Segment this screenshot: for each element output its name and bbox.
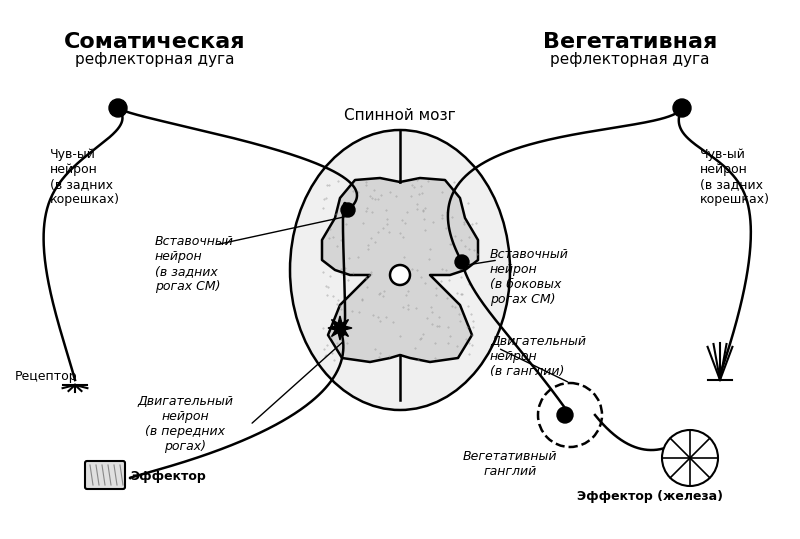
Polygon shape	[328, 316, 352, 340]
Text: Соматическая: Соматическая	[64, 32, 246, 52]
Text: Чув-ый
нейрон
(в задних
корешках): Чув-ый нейрон (в задних корешках)	[700, 148, 770, 206]
Text: Рецептор: Рецептор	[15, 370, 78, 383]
Circle shape	[390, 265, 410, 285]
Circle shape	[341, 203, 355, 217]
Text: Эффектор (железа): Эффектор (железа)	[577, 490, 723, 503]
Text: Вставочный
нейрон
(в боковых
рогах СМ): Вставочный нейрон (в боковых рогах СМ)	[490, 248, 569, 306]
Text: Вегетативная: Вегетативная	[543, 32, 717, 52]
Circle shape	[662, 430, 718, 486]
Text: рефлекторная дуга: рефлекторная дуга	[550, 52, 710, 67]
Polygon shape	[322, 178, 478, 362]
Text: Двигательный
нейрон
(в передних
рогах): Двигательный нейрон (в передних рогах)	[137, 395, 233, 453]
Text: Эффектор: Эффектор	[130, 470, 206, 483]
Text: Вставочный
нейрон
(в задних
рогах СМ): Вставочный нейрон (в задних рогах СМ)	[155, 235, 234, 293]
Text: Вегетативный
ганглий: Вегетативный ганглий	[462, 450, 558, 478]
Ellipse shape	[290, 130, 510, 410]
FancyBboxPatch shape	[85, 461, 125, 489]
Circle shape	[557, 407, 573, 423]
Text: Спинной мозг: Спинной мозг	[344, 108, 456, 123]
Text: Чув-ый
нейрон
(в задних
корешках): Чув-ый нейрон (в задних корешках)	[50, 148, 120, 206]
Circle shape	[109, 99, 127, 117]
Text: Двигательный
нейрон
(в ганглии): Двигательный нейрон (в ганглии)	[490, 335, 586, 378]
Circle shape	[673, 99, 691, 117]
Text: рефлекторная дуга: рефлекторная дуга	[75, 52, 234, 67]
Circle shape	[455, 255, 469, 269]
